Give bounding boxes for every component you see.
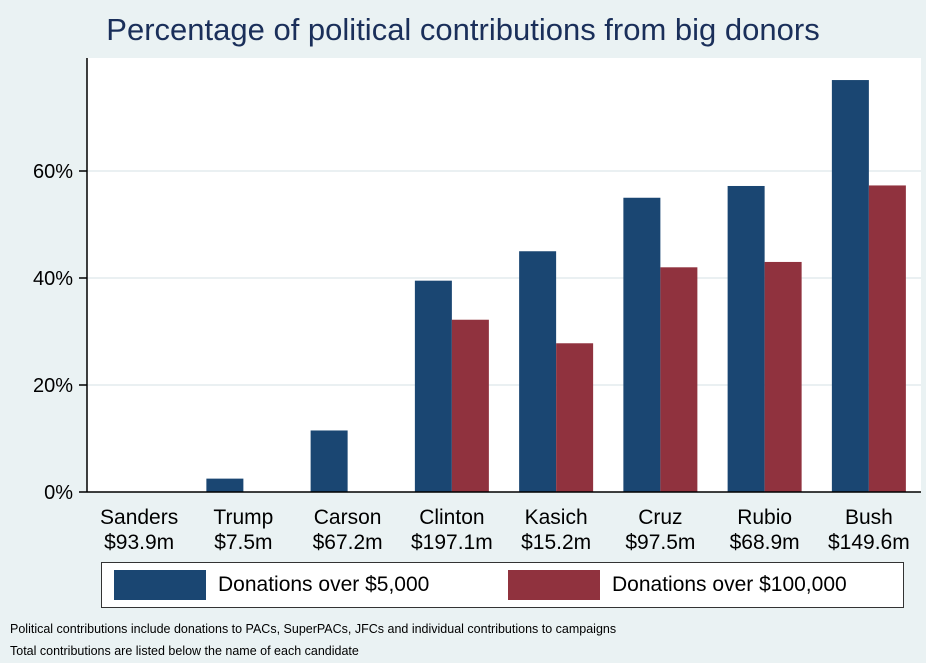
x-category-label: Carson [314, 506, 382, 529]
legend-item-series-1: Donations over $5,000 [114, 569, 429, 601]
y-tick-label: 60% [33, 161, 73, 183]
bar-chart: 0% 20% 40% 60% Sanders$93.9m Trump$7.5m Carso… [33, 58, 921, 554]
bar-cruz-series-2 [660, 267, 698, 492]
legend-label-series-1: Donations over $5,000 [218, 573, 430, 596]
y-tick-label: 20% [33, 375, 73, 397]
bar-cruz-series-1 [623, 197, 661, 492]
y-tick-label: 40% [33, 268, 73, 290]
y-tick-layer: 0% 20% 40% 60% [33, 161, 87, 504]
x-category-total-label: $197.1m [411, 531, 493, 554]
bar-clinton-series-1 [414, 280, 452, 492]
legend-swatch-series-2 [508, 570, 600, 600]
x-category-label: Trump [213, 506, 273, 529]
bar-bush-series-2 [868, 185, 906, 492]
x-category-label: Cruz [638, 506, 682, 529]
legend-swatch-series-1 [114, 570, 206, 600]
x-category-total-label: $7.5m [214, 531, 272, 554]
footnote-1: Political contributions include donation… [10, 622, 617, 636]
bar-trump-series-1 [206, 478, 244, 492]
x-category-total-label: $15.2m [521, 531, 591, 554]
bar-kasich-series-2 [556, 343, 594, 492]
bar-kasich-series-1 [519, 251, 557, 492]
x-category-total-label: $93.9m [104, 531, 174, 554]
x-category-label: Clinton [419, 506, 484, 529]
footnote-2: Total contributions are listed below the… [10, 644, 359, 658]
legend-item-series-2: Donations over $100,000 [508, 569, 847, 601]
legend: Donations over $5,000 Donations over $10… [101, 562, 904, 608]
bar-carson-series-1 [310, 430, 348, 492]
bar-bush-series-1 [831, 80, 869, 493]
chart-title: Percentage of political contributions fr… [106, 12, 820, 47]
bar-clinton-series-2 [451, 319, 489, 492]
x-category-label: Rubio [737, 506, 792, 529]
x-category-total-label: $68.9m [730, 531, 800, 554]
bar-rubio-series-2 [764, 261, 802, 492]
x-category-total-label: $67.2m [313, 531, 383, 554]
legend-label-series-2: Donations over $100,000 [612, 573, 847, 596]
x-category-total-label: $149.6m [828, 531, 910, 554]
bar-rubio-series-1 [727, 185, 765, 493]
bar-layer [206, 80, 906, 493]
x-label-layer: Sanders$93.9m Trump$7.5m Carson$67.2m Clint… [100, 506, 910, 554]
x-category-label: Bush [845, 506, 893, 529]
x-category-label: Sanders [100, 506, 178, 529]
x-category-total-label: $97.5m [625, 531, 695, 554]
y-tick-label: 0% [44, 482, 73, 504]
x-category-label: Kasich [525, 506, 588, 529]
